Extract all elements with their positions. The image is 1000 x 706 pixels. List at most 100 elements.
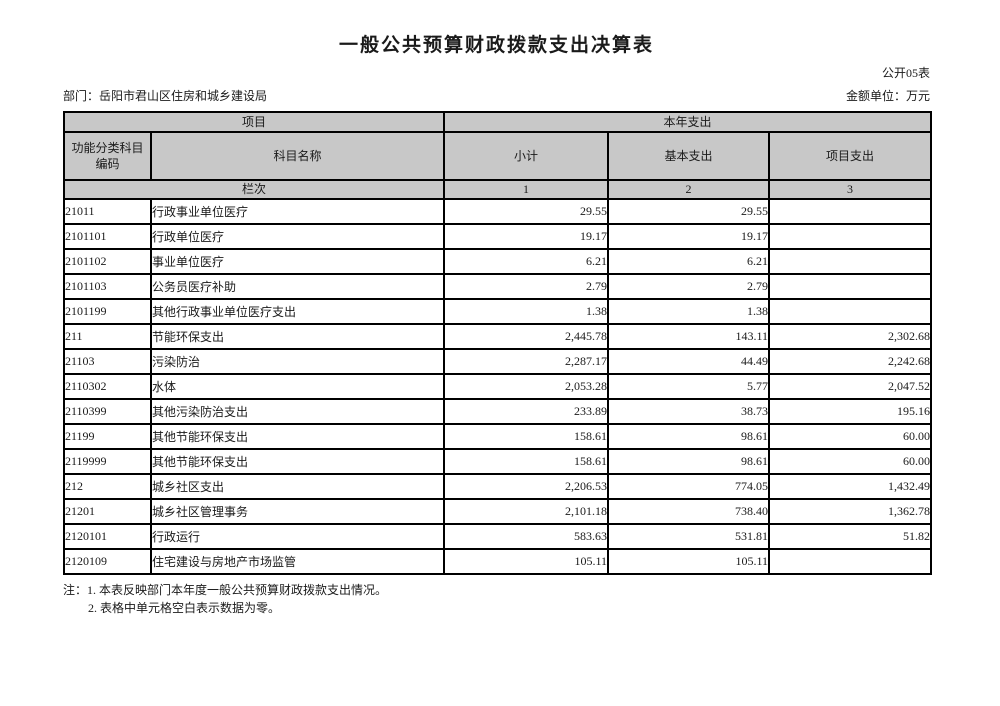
table-body: 21011 行政事业单位医疗 29.55 29.55 2101101 行政单位医疗 19.1… bbox=[63, 198, 933, 575]
meta-row: 部门：岳阳市君山区住房和城乡建设局 金额单位：万元 bbox=[63, 87, 930, 104]
header-col-code: 功能分类科目编码 bbox=[63, 131, 152, 181]
cell-code: 21011 bbox=[63, 198, 152, 225]
doc-number-label: 公开05表 bbox=[881, 66, 930, 80]
cell-subtotal: 105.11 bbox=[443, 548, 610, 575]
header-col-project: 项目支出 bbox=[768, 131, 933, 181]
cell-basic-expense: 531.81 bbox=[607, 523, 771, 550]
table-row: 21201 城乡社区管理事务 2,101.18 738.40 1,362.78 bbox=[63, 498, 933, 525]
cell-subtotal: 2,053.28 bbox=[443, 373, 610, 400]
table-row: 2120109 住宅建设与房地产市场监管 105.11 105.11 bbox=[63, 548, 933, 575]
cell-subject-name: 污染防治 bbox=[149, 348, 446, 375]
cell-basic-expense: 143.11 bbox=[607, 323, 771, 350]
cell-subject-name: 城乡社区管理事务 bbox=[149, 498, 446, 525]
cell-project-expense bbox=[768, 198, 933, 225]
header-lanci-row: 栏次 1 2 3 bbox=[62, 179, 933, 200]
header-group-current-year: 本年支出 bbox=[443, 111, 933, 133]
cell-subtotal: 19.17 bbox=[443, 223, 610, 250]
cell-basic-expense: 98.61 bbox=[607, 448, 771, 475]
cell-basic-expense: 5.77 bbox=[607, 373, 771, 400]
table-row: 2110302 水体 2,053.28 5.77 2,047.52 bbox=[63, 373, 933, 400]
cell-code: 2101101 bbox=[63, 223, 152, 250]
cell-basic-expense: 19.17 bbox=[607, 223, 771, 250]
cell-subject-name: 住宅建设与房地产市场监管 bbox=[149, 548, 446, 575]
cell-basic-expense: 44.49 bbox=[607, 348, 771, 375]
cell-subtotal: 2,445.78 bbox=[443, 323, 610, 350]
cell-project-expense: 60.00 bbox=[768, 423, 933, 450]
cell-subject-name: 城乡社区支出 bbox=[149, 473, 446, 500]
budget-table: 项目 本年支出 功能分类科目编码 科目名称 小计 基本支出 项目支出 栏次 1 … bbox=[62, 111, 933, 575]
document-content: 一般公共预算财政拨款支出决算表 公开05表 部门：岳阳市君山区住房和城乡建设局 … bbox=[62, 0, 933, 617]
header-col-basic: 基本支出 bbox=[607, 131, 771, 181]
header-group-item: 项目 bbox=[62, 111, 446, 133]
table-row: 211 节能环保支出 2,445.78 143.11 2,302.68 bbox=[63, 323, 933, 350]
cell-project-expense: 60.00 bbox=[768, 448, 933, 475]
cell-code: 2101199 bbox=[63, 298, 152, 325]
cell-code: 211 bbox=[63, 323, 152, 350]
cell-code: 2110302 bbox=[63, 373, 152, 400]
table-row: 2101199 其他行政事业单位医疗支出 1.38 1.38 bbox=[63, 298, 933, 325]
header-col-subtotal: 小计 bbox=[443, 131, 610, 181]
cell-project-expense bbox=[768, 298, 933, 325]
cell-subject-name: 其他节能环保支出 bbox=[149, 448, 446, 475]
header-group-row: 项目 本年支出 bbox=[62, 111, 933, 133]
cell-subject-name: 其他行政事业单位医疗支出 bbox=[149, 298, 446, 325]
table-header: 项目 本年支出 功能分类科目编码 科目名称 小计 基本支出 项目支出 栏次 1 … bbox=[62, 111, 933, 200]
table-row: 2101102 事业单位医疗 6.21 6.21 bbox=[63, 248, 933, 275]
cell-project-expense: 1,432.49 bbox=[768, 473, 933, 500]
footnote-1: 注：1. 本表反映部门本年度一般公共预算财政拨款支出情况。 bbox=[63, 583, 388, 597]
table-row: 21103 污染防治 2,287.17 44.49 2,242.68 bbox=[63, 348, 933, 375]
cell-project-expense bbox=[768, 223, 933, 250]
cell-subtotal: 29.55 bbox=[443, 198, 610, 225]
lanci-col-3: 3 bbox=[768, 179, 933, 200]
table-row: 212 城乡社区支出 2,206.53 774.05 1,432.49 bbox=[63, 473, 933, 500]
cell-subject-name: 水体 bbox=[149, 373, 446, 400]
department-label: 部门：岳阳市君山区住房和城乡建设局 bbox=[63, 89, 268, 103]
cell-code: 21103 bbox=[63, 348, 152, 375]
cell-subject-name: 行政运行 bbox=[149, 523, 446, 550]
table-row: 2101103 公务员医疗补助 2.79 2.79 bbox=[63, 273, 933, 300]
cell-basic-expense: 738.40 bbox=[607, 498, 771, 525]
cell-subtotal: 158.61 bbox=[443, 423, 610, 450]
cell-basic-expense: 1.38 bbox=[607, 298, 771, 325]
lanci-col-1: 1 bbox=[443, 179, 610, 200]
cell-subject-name: 事业单位医疗 bbox=[149, 248, 446, 275]
cell-code: 2119999 bbox=[63, 448, 152, 475]
cell-project-expense: 2,047.52 bbox=[768, 373, 933, 400]
footnote-2: 2. 表格中单元格空白表示数据为零。 bbox=[88, 601, 281, 615]
cell-subtotal: 158.61 bbox=[443, 448, 610, 475]
cell-subtotal: 2,101.18 bbox=[443, 498, 610, 525]
cell-code: 2101102 bbox=[63, 248, 152, 275]
table-row: 21011 行政事业单位医疗 29.55 29.55 bbox=[63, 198, 933, 225]
cell-subtotal: 1.38 bbox=[443, 298, 610, 325]
lanci-label: 栏次 bbox=[62, 179, 446, 200]
cell-project-expense: 2,302.68 bbox=[768, 323, 933, 350]
cell-subtotal: 233.89 bbox=[443, 398, 610, 425]
cell-basic-expense: 6.21 bbox=[607, 248, 771, 275]
cell-subtotal: 2.79 bbox=[443, 273, 610, 300]
cell-subject-name: 行政事业单位医疗 bbox=[149, 198, 446, 225]
header-col-name: 科目名称 bbox=[149, 131, 446, 181]
cell-subject-name: 节能环保支出 bbox=[149, 323, 446, 350]
cell-project-expense bbox=[768, 548, 933, 575]
cell-project-expense: 195.16 bbox=[768, 398, 933, 425]
table-row: 2120101 行政运行 583.63 531.81 51.82 bbox=[63, 523, 933, 550]
header-columns-row: 功能分类科目编码 科目名称 小计 基本支出 项目支出 bbox=[63, 131, 933, 181]
cell-basic-expense: 38.73 bbox=[607, 398, 771, 425]
cell-basic-expense: 29.55 bbox=[607, 198, 771, 225]
footnotes: 注：1. 本表反映部门本年度一般公共预算财政拨款支出情况。 2. 表格中单元格空… bbox=[63, 581, 930, 617]
table-row: 21199 其他节能环保支出 158.61 98.61 60.00 bbox=[63, 423, 933, 450]
cell-project-expense: 2,242.68 bbox=[768, 348, 933, 375]
page-title: 一般公共预算财政拨款支出决算表 bbox=[338, 35, 654, 56]
lanci-col-2: 2 bbox=[607, 179, 771, 200]
cell-subject-name: 其他污染防治支出 bbox=[149, 398, 446, 425]
cell-code: 212 bbox=[63, 473, 152, 500]
cell-code: 21201 bbox=[63, 498, 152, 525]
cell-subject-name: 行政单位医疗 bbox=[149, 223, 446, 250]
table-row: 2101101 行政单位医疗 19.17 19.17 bbox=[63, 223, 933, 250]
cell-basic-expense: 774.05 bbox=[607, 473, 771, 500]
cell-project-expense bbox=[768, 273, 933, 300]
cell-code: 2120109 bbox=[63, 548, 152, 575]
cell-code: 2110399 bbox=[63, 398, 152, 425]
cell-subtotal: 2,287.17 bbox=[443, 348, 610, 375]
